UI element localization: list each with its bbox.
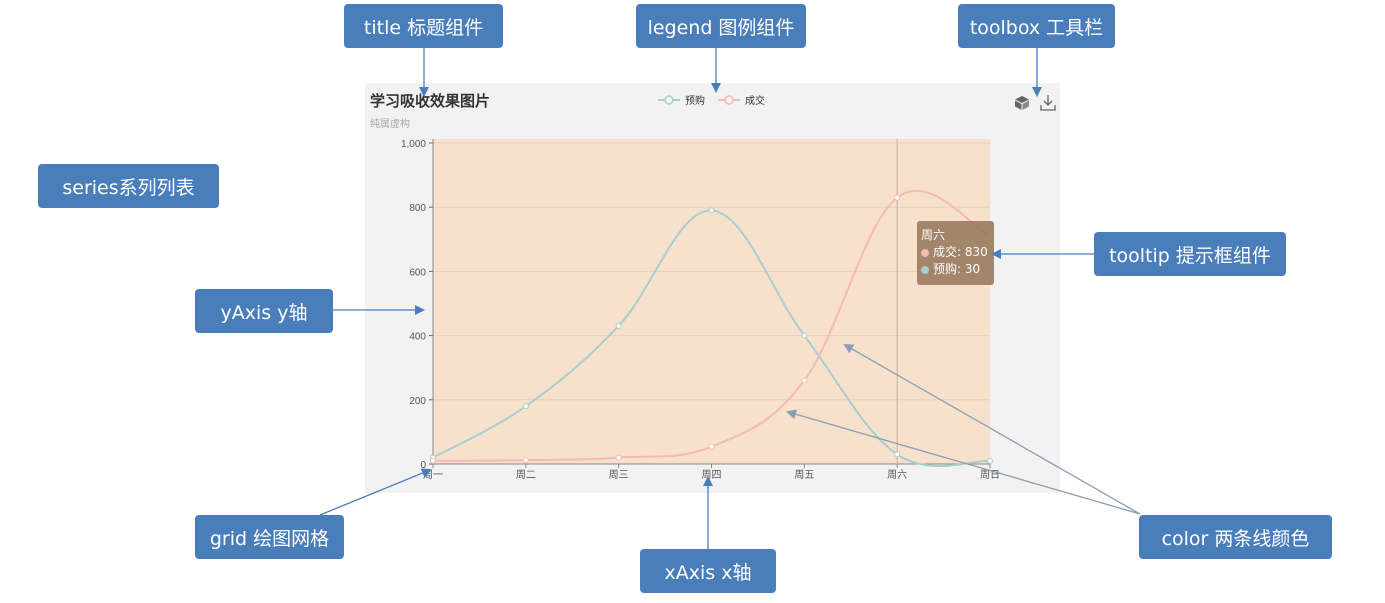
plot-area [433,139,990,464]
chart-subtitle: 纯属虚构 [370,117,410,130]
legend-label-成交: 成交 [745,94,765,107]
yaxis-annotation: yAxis y轴 [195,289,333,333]
legend-item-预购[interactable]: 预购 [658,94,705,107]
legend[interactable]: 预购 成交 [658,94,765,107]
legend-annotation: legend 图例组件 [636,4,806,48]
data-point-预购 [987,457,993,464]
x-tick-label: 周四 [702,469,722,481]
y-tick-label: 600 [409,267,426,278]
chart-title: 学习吸收效果图片 [370,92,490,110]
y-tick-label: 1,000 [401,139,426,150]
title-annotation: title 标题组件 [344,4,503,48]
data-point-预购 [801,332,808,339]
toolbox-annotation: toolbox 工具栏 [958,4,1115,48]
tooltip-title: 周六 [921,228,946,242]
y-tick-label: 0 [420,460,426,471]
x-tick-label: 周二 [516,469,536,481]
data-point-成交 [801,377,808,384]
download-icon[interactable] [1040,95,1056,111]
x-tick-label: 周五 [794,469,814,481]
legend-item-成交[interactable]: 成交 [718,94,765,107]
series-annotation: series系列列表 [38,164,219,208]
toolbox [1015,95,1056,111]
data-point-成交 [708,443,715,450]
series-dot-icon [921,248,929,257]
chart-panel: 学习吸收效果图片 纯属虚构 预购 成交 [365,83,1060,493]
x-tick-label: 周一 [423,469,443,481]
data-point-成交 [615,454,622,461]
y-tick-label: 800 [409,203,426,214]
data-point-预购 [708,207,715,214]
tooltip-annotation: tooltip 提示框组件 [1094,232,1286,276]
data-point-预购 [615,322,622,329]
color-annotation: color 两条线颜色 [1139,515,1332,559]
data-point-成交 [894,194,901,201]
tooltip-row-2: 预购: 30 [921,261,990,278]
x-tick-label: 周六 [887,469,907,481]
tooltip-row-1: 成交: 830 [921,244,990,261]
tooltip-value-2: 30 [964,262,981,276]
legend-label-预购: 预购 [685,94,705,107]
tooltip: 周六 成交: 830 预购: 30 [917,221,994,285]
tooltip-series-2: 预购 [933,262,958,276]
data-point-成交 [430,457,436,464]
tooltip-value-1: 830 [964,245,988,259]
y-tick-label: 400 [409,332,426,343]
y-tick-label: 200 [409,396,426,407]
data-point-预购 [522,403,529,410]
tooltip-series-1: 成交 [933,245,958,259]
series-dot-icon [921,265,929,274]
x-tick-label: 周日 [980,469,1000,481]
data-point-成交 [522,457,529,464]
grid-annotation: grid 绘图网格 [195,515,344,559]
x-tick-label: 周三 [609,469,629,481]
cube-icon[interactable] [1015,96,1029,110]
line-chart: 学习吸收效果图片 纯属虚构 预购 成交 [370,92,1056,481]
data-point-预购 [894,451,901,458]
xaxis-annotation: xAxis x轴 [640,549,776,593]
